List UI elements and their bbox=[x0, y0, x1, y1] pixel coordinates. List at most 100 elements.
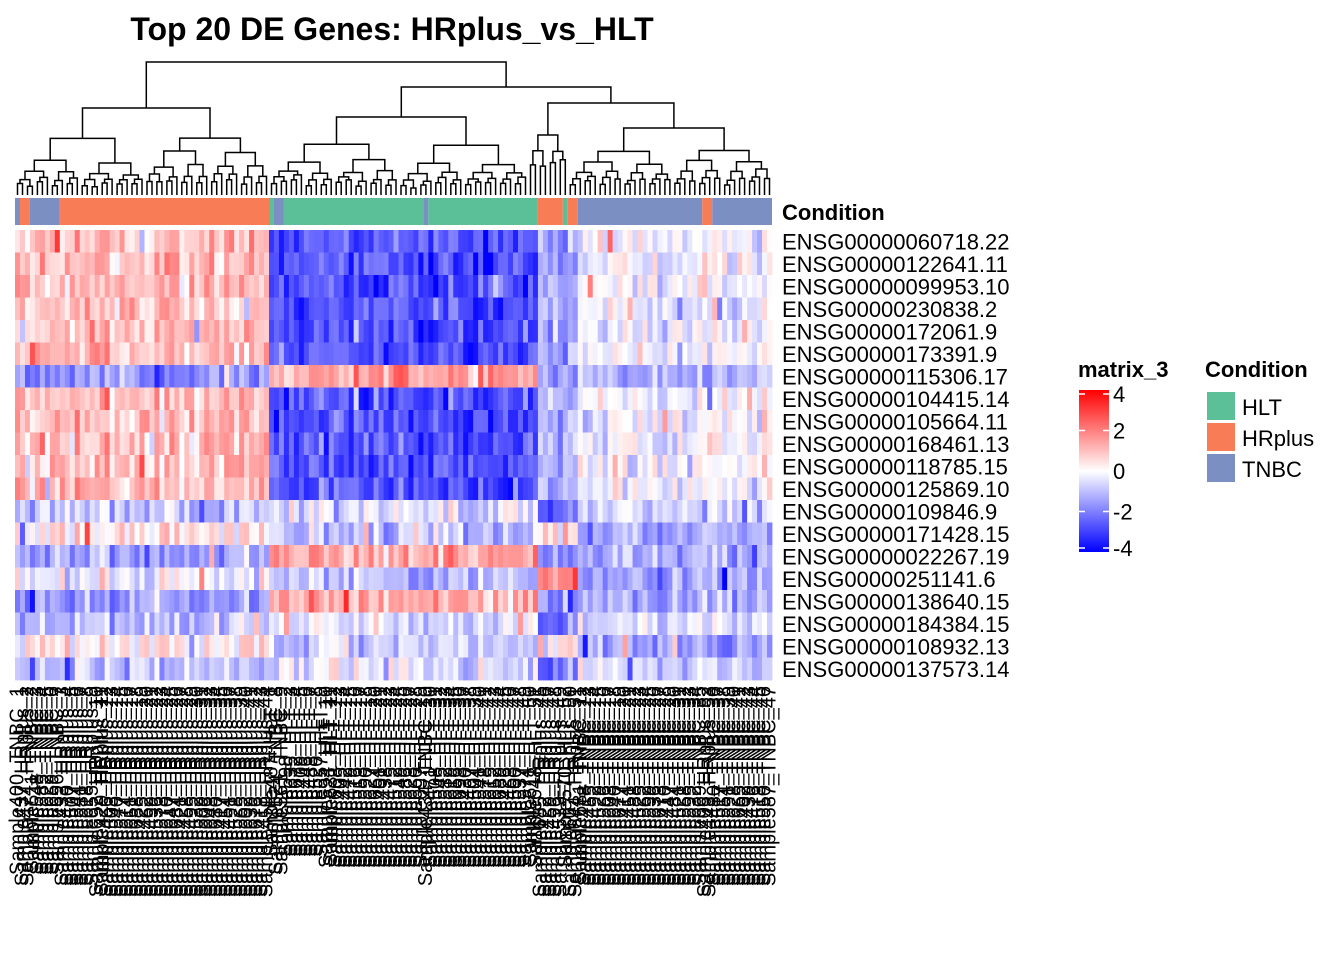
heatmap-cell bbox=[627, 387, 633, 411]
heatmap-cell bbox=[632, 387, 638, 411]
heatmap-cell bbox=[752, 500, 758, 523]
heatmap-cell bbox=[767, 275, 773, 298]
heatmap-cell bbox=[224, 387, 230, 411]
heatmap-cell bbox=[652, 432, 658, 456]
heatmap-cell bbox=[109, 500, 116, 523]
heatmap-cell bbox=[383, 612, 389, 636]
heatmap-cell bbox=[453, 297, 459, 321]
heatmap-cell bbox=[273, 342, 280, 366]
sample-label: Sample430_HLT_37 bbox=[455, 686, 477, 868]
heatmap-cell bbox=[577, 342, 584, 366]
heatmap-cell bbox=[119, 567, 125, 591]
heatmap-cell bbox=[109, 275, 116, 298]
heatmap-cell bbox=[303, 230, 310, 253]
heatmap-cell bbox=[488, 455, 494, 478]
heatmap-cell bbox=[174, 477, 180, 501]
heatmap-cell bbox=[433, 522, 439, 546]
heatmap-cell bbox=[308, 342, 315, 366]
heatmap-cell bbox=[677, 590, 683, 613]
heatmap-cell bbox=[129, 612, 135, 636]
heatmap-cell bbox=[69, 275, 76, 298]
heatmap-cell bbox=[672, 432, 678, 456]
heatmap-cell bbox=[443, 545, 449, 568]
heatmap-cell bbox=[642, 432, 648, 456]
heatmap-cell bbox=[483, 252, 489, 276]
heatmap-cell bbox=[273, 297, 280, 321]
heatmap-cell bbox=[602, 342, 609, 366]
heatmap-cell bbox=[278, 410, 285, 433]
heatmap-cell bbox=[552, 500, 559, 523]
heatmap-cell bbox=[692, 477, 698, 501]
heatmap-cell bbox=[697, 500, 703, 523]
heatmap-cell bbox=[254, 545, 260, 568]
heatmap-cell bbox=[667, 252, 673, 276]
heatmap-cell bbox=[582, 500, 589, 523]
heatmap-cell bbox=[214, 387, 220, 411]
heatmap-cell bbox=[249, 230, 255, 253]
heatmap-cell bbox=[114, 567, 120, 591]
heatmap-cell bbox=[29, 522, 36, 546]
heatmap-cell bbox=[488, 522, 494, 546]
heatmap-cell bbox=[737, 230, 743, 253]
heatmap-cell bbox=[393, 432, 399, 456]
heatmap-cell bbox=[702, 297, 708, 321]
sample-label: Sample668_HLT_12 bbox=[325, 686, 347, 868]
heatmap-cell bbox=[488, 387, 494, 411]
heatmap-cell bbox=[712, 320, 718, 343]
heatmap-cell bbox=[458, 455, 464, 478]
heatmap-cell bbox=[94, 432, 101, 456]
heatmap-cell bbox=[473, 342, 479, 366]
heatmap-cell bbox=[652, 477, 658, 501]
heatmap-cell bbox=[742, 635, 748, 658]
dendrogram-branch bbox=[323, 178, 332, 195]
heatmap-cell bbox=[298, 635, 305, 658]
sample-label: Sample434_TNBC_10 bbox=[415, 686, 437, 886]
sample-label: Sample554_TNBC_38 bbox=[714, 686, 736, 886]
heatmap-cell bbox=[702, 432, 708, 456]
heatmap-cell bbox=[34, 477, 41, 501]
heatmap-cell bbox=[29, 590, 36, 613]
heatmap-cell bbox=[39, 342, 46, 366]
heatmap-cell bbox=[383, 320, 389, 343]
heatmap-cell bbox=[478, 612, 484, 636]
heatmap-cell bbox=[179, 252, 185, 276]
heatmap-cell bbox=[757, 252, 763, 276]
heatmap-cell bbox=[184, 410, 190, 433]
heatmap-cell bbox=[34, 410, 41, 433]
heatmap-cell bbox=[373, 477, 379, 501]
sample-label: Sample558_TNBC_32 bbox=[674, 686, 696, 886]
heatmap-cell bbox=[328, 590, 335, 613]
heatmap-cell bbox=[562, 342, 569, 366]
heatmap-cell bbox=[498, 387, 504, 411]
heatmap-cell bbox=[762, 545, 768, 568]
heatmap-cell bbox=[209, 410, 215, 433]
heatmap-cell bbox=[652, 545, 658, 568]
heatmap-cell bbox=[632, 635, 638, 658]
heatmap-cell bbox=[169, 320, 175, 343]
heatmap-cell bbox=[682, 230, 688, 253]
heatmap-cell bbox=[19, 297, 26, 321]
dendrogram-branch bbox=[385, 184, 392, 195]
heatmap-cell bbox=[383, 410, 389, 433]
heatmap-cell bbox=[413, 522, 419, 546]
heatmap-cell bbox=[278, 320, 285, 343]
heatmap-cell bbox=[144, 275, 150, 298]
heatmap-cell bbox=[418, 567, 424, 591]
heatmap-cell bbox=[572, 297, 579, 321]
heatmap-cell bbox=[468, 410, 474, 433]
heatmap-cell bbox=[592, 590, 599, 613]
heatmap-cell bbox=[393, 455, 399, 478]
heatmap-cell bbox=[99, 455, 106, 478]
heatmap-cell bbox=[662, 252, 668, 276]
heatmap-cell bbox=[542, 387, 549, 411]
heatmap-cell bbox=[652, 657, 658, 681]
heatmap-cell bbox=[358, 500, 365, 523]
heatmap-cell bbox=[587, 320, 594, 343]
heatmap-cell bbox=[752, 320, 758, 343]
heatmap-cell bbox=[672, 500, 678, 523]
heatmap-cell bbox=[194, 635, 200, 658]
heatmap-cell bbox=[338, 590, 345, 613]
heatmap-cell bbox=[378, 455, 384, 478]
heatmap-cell bbox=[488, 567, 494, 591]
heatmap-cell bbox=[572, 342, 579, 366]
